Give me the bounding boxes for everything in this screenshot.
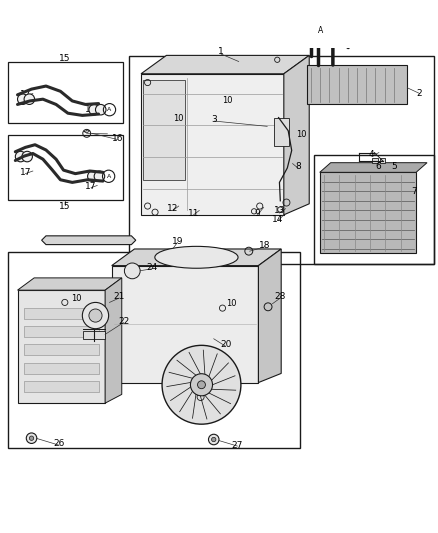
Circle shape <box>89 104 99 115</box>
Text: 15: 15 <box>59 54 71 63</box>
Circle shape <box>29 436 34 440</box>
Text: 25: 25 <box>88 237 100 246</box>
Polygon shape <box>307 65 407 104</box>
Text: 24: 24 <box>147 263 158 272</box>
Bar <box>24 326 99 337</box>
Text: 10: 10 <box>173 114 184 123</box>
Text: 28: 28 <box>275 292 286 301</box>
Bar <box>8 252 300 448</box>
Polygon shape <box>83 332 105 339</box>
Text: 14: 14 <box>272 215 284 224</box>
Text: 7: 7 <box>411 187 417 196</box>
Text: 23: 23 <box>213 394 225 403</box>
Text: 21: 21 <box>113 292 125 301</box>
Polygon shape <box>274 118 289 146</box>
Text: 26: 26 <box>53 439 65 448</box>
Circle shape <box>82 302 109 329</box>
Ellipse shape <box>155 246 238 268</box>
Circle shape <box>124 263 140 279</box>
Polygon shape <box>143 80 185 180</box>
Polygon shape <box>112 249 281 265</box>
Text: 17: 17 <box>20 168 31 177</box>
Polygon shape <box>372 158 378 163</box>
Text: 13: 13 <box>274 206 285 215</box>
Circle shape <box>94 171 105 182</box>
Text: 19: 19 <box>172 237 183 246</box>
Text: A: A <box>107 107 112 112</box>
Circle shape <box>88 171 98 182</box>
Text: 10: 10 <box>222 96 232 106</box>
Polygon shape <box>320 163 427 172</box>
Text: 4: 4 <box>369 150 374 159</box>
Text: 9: 9 <box>254 208 261 217</box>
Polygon shape <box>112 265 258 383</box>
Bar <box>314 155 434 264</box>
Circle shape <box>198 381 205 389</box>
Polygon shape <box>141 55 309 74</box>
Polygon shape <box>18 278 122 290</box>
Polygon shape <box>380 158 385 163</box>
Bar <box>8 135 123 200</box>
Polygon shape <box>84 130 89 133</box>
Polygon shape <box>284 55 309 215</box>
Polygon shape <box>42 236 136 245</box>
Text: 17: 17 <box>20 90 31 99</box>
Text: 16: 16 <box>112 134 123 143</box>
Polygon shape <box>141 74 284 215</box>
Text: 27: 27 <box>232 441 243 450</box>
Circle shape <box>95 104 106 115</box>
Circle shape <box>212 437 216 442</box>
Text: 1: 1 <box>218 47 224 56</box>
Text: 10: 10 <box>296 130 307 139</box>
Text: 17: 17 <box>85 182 97 191</box>
Text: 15: 15 <box>59 201 71 211</box>
Text: 18: 18 <box>259 241 271 250</box>
Text: 3: 3 <box>212 115 218 124</box>
Text: A: A <box>318 26 323 35</box>
Circle shape <box>18 94 28 104</box>
Bar <box>129 56 434 264</box>
Text: 5: 5 <box>391 162 397 171</box>
Polygon shape <box>320 172 416 253</box>
Text: 2: 2 <box>417 89 422 98</box>
Circle shape <box>89 309 102 322</box>
Bar <box>8 61 123 123</box>
Circle shape <box>24 94 35 104</box>
Circle shape <box>15 151 26 162</box>
Circle shape <box>162 345 241 424</box>
Text: 8: 8 <box>295 162 301 171</box>
Bar <box>24 344 99 356</box>
Text: 10: 10 <box>226 299 237 308</box>
Circle shape <box>22 151 32 162</box>
Text: 10: 10 <box>71 294 82 303</box>
Text: 6: 6 <box>375 162 381 171</box>
Polygon shape <box>18 290 105 403</box>
Circle shape <box>191 374 212 396</box>
Circle shape <box>26 433 37 443</box>
Bar <box>24 363 99 374</box>
Text: 22: 22 <box>118 317 129 326</box>
Text: A: A <box>106 174 111 179</box>
Polygon shape <box>105 278 122 403</box>
Polygon shape <box>258 249 281 383</box>
Bar <box>24 308 99 319</box>
Bar <box>24 381 99 392</box>
Text: 20: 20 <box>220 340 231 349</box>
Text: 17: 17 <box>85 105 97 114</box>
Text: 11: 11 <box>188 208 199 217</box>
Circle shape <box>208 434 219 445</box>
Text: 12: 12 <box>167 204 179 213</box>
